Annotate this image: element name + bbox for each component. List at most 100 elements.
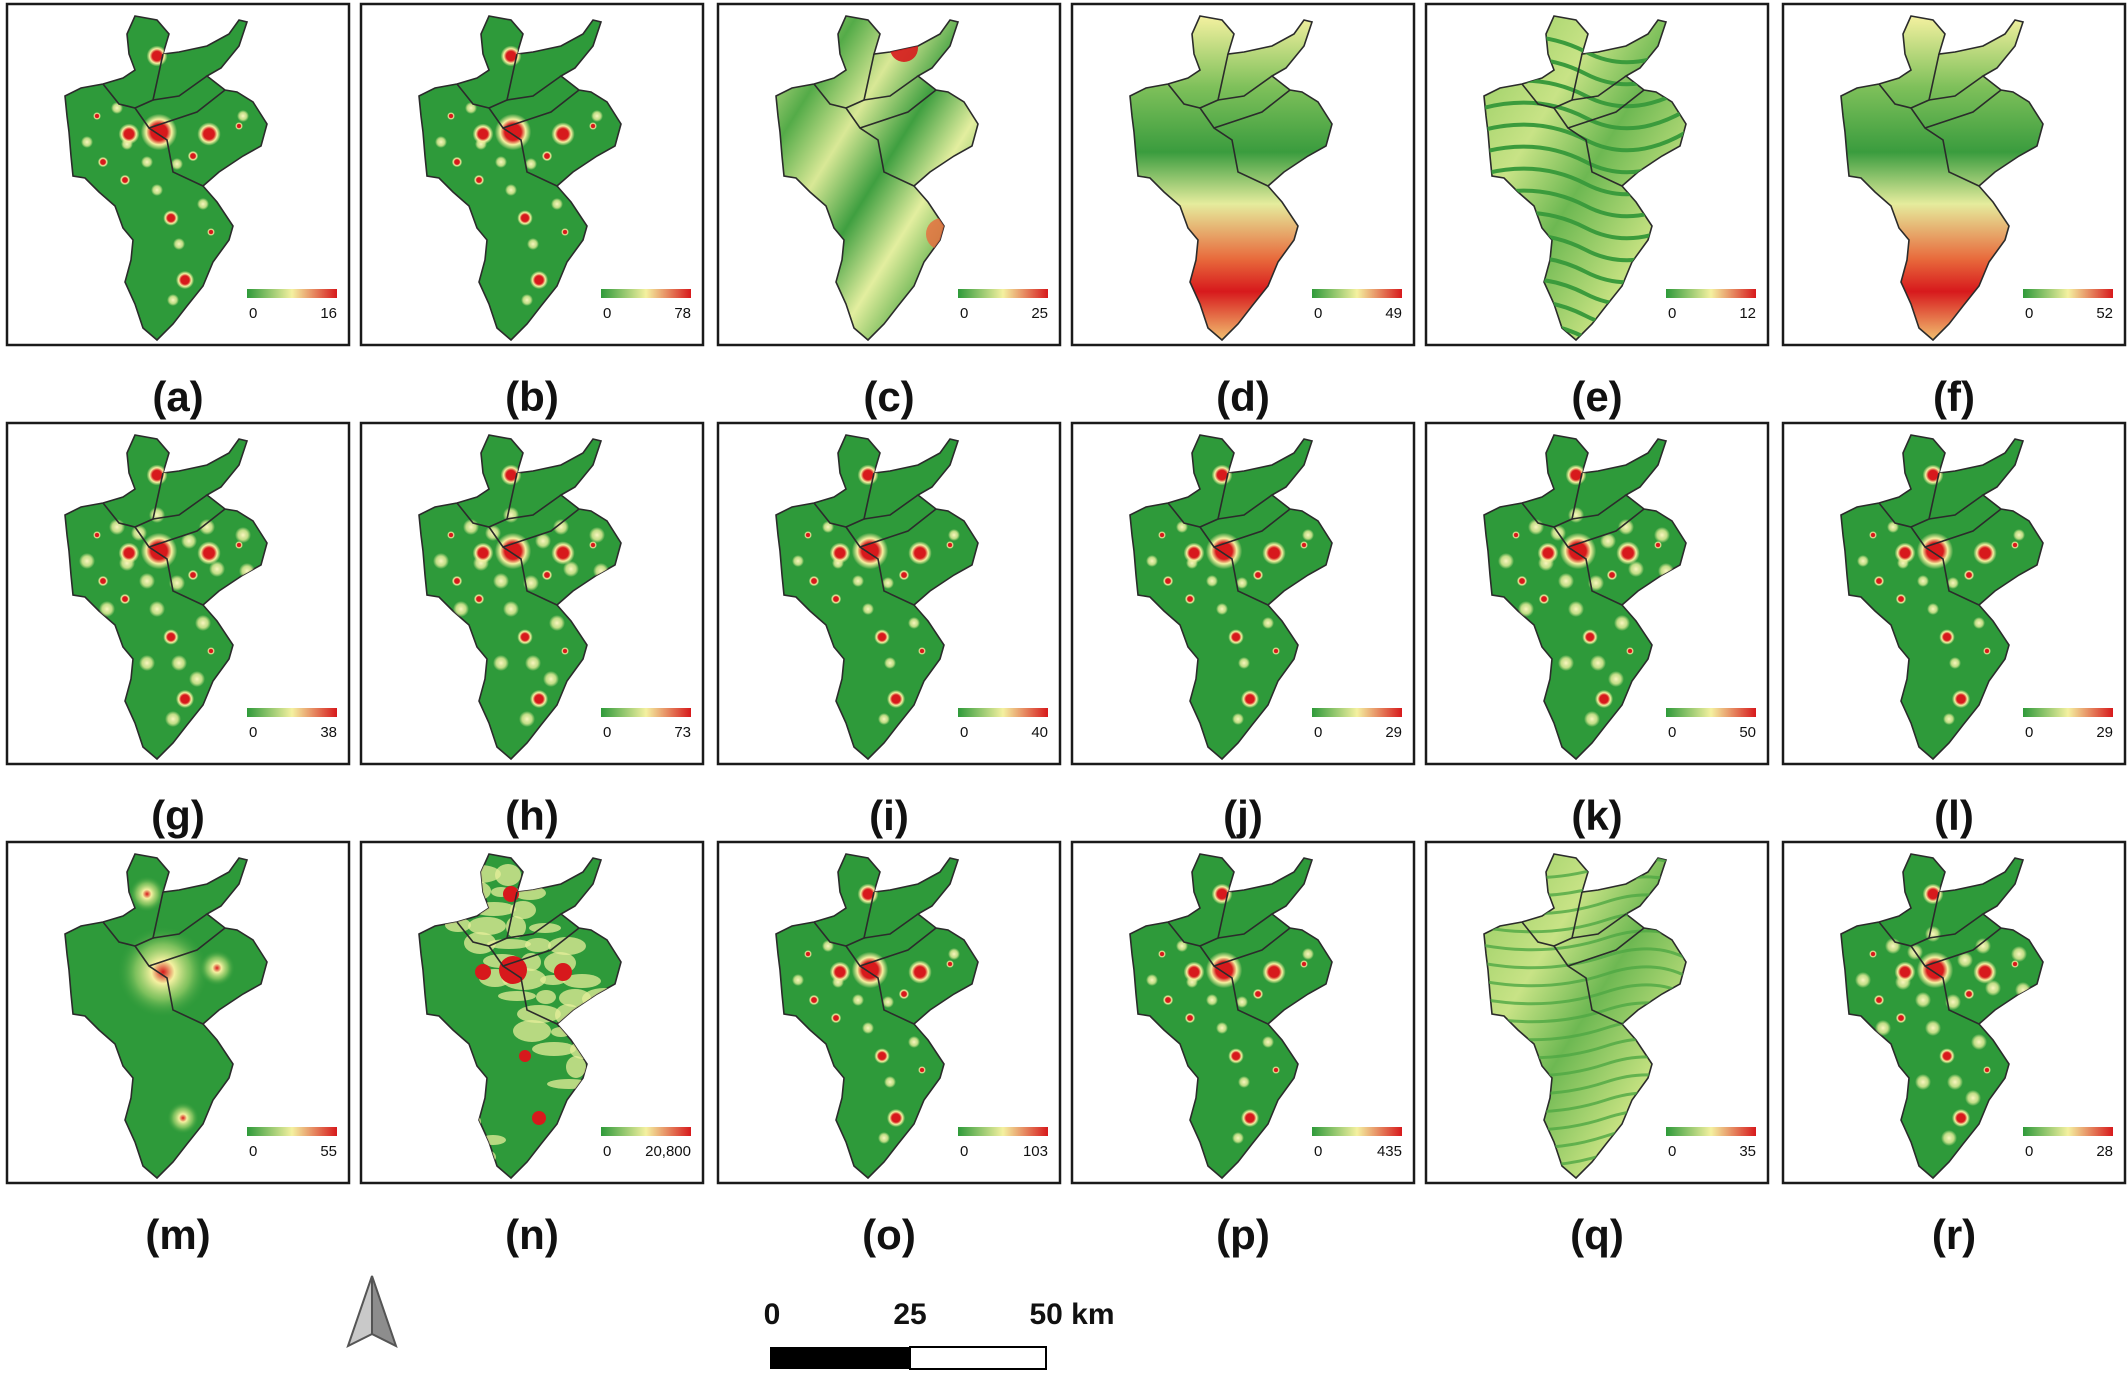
hotspot-major [529, 270, 549, 290]
legend-min-label: 0 [1314, 1143, 1322, 1160]
hotspot-major [1162, 994, 1174, 1006]
hotspot-major [163, 629, 179, 645]
legend-colorbar [1312, 1127, 1402, 1136]
hotspot-major [1983, 647, 1991, 655]
district-boundary [488, 526, 558, 606]
hotspot-major [1973, 541, 1997, 565]
map-panel: 0 16 (a) [5, 2, 351, 420]
hotspot-major [851, 951, 889, 989]
district-boundary [488, 945, 558, 1025]
district-boundary [502, 508, 580, 548]
hotspot-major [1626, 647, 1634, 655]
map-panel: 0 40 (i) [716, 421, 1062, 839]
patch [525, 938, 551, 952]
panel-label: (c) [863, 373, 914, 420]
legend-colorbar [247, 289, 337, 298]
hotspot-minor [1965, 1090, 1981, 1106]
hotspot-minor [591, 110, 603, 122]
panel-label: (m) [145, 1211, 210, 1258]
hotspot-minor [1618, 519, 1634, 535]
map-panel: 0 38 (g) [5, 421, 351, 839]
hotspot-minor [1941, 1130, 1957, 1146]
hotspot-major [829, 961, 851, 983]
district-boundary [845, 526, 915, 606]
hotspot-minor [1614, 615, 1630, 631]
map-panel: 0 35 (q) [1424, 840, 1770, 1258]
hotspot-major [97, 575, 109, 587]
hotspot-major [235, 122, 243, 130]
hotspot-minor [1857, 555, 1869, 567]
hotspot-major [1873, 994, 1885, 1006]
hotspot-minor [1975, 938, 1991, 954]
hotspot-glow [129, 876, 165, 912]
hotspot-minor [908, 617, 920, 629]
panel-label: (n) [505, 1211, 559, 1258]
hotspot-major [1538, 593, 1550, 605]
hotspot-minor [199, 519, 215, 535]
hotspot-major [1184, 593, 1196, 605]
hotspot-major [1869, 531, 1877, 539]
hotspot-minor [139, 655, 155, 671]
legend-min-label: 0 [960, 305, 968, 322]
district-boundary [1217, 75, 1273, 101]
hotspot-minor [1558, 655, 1574, 671]
hotspot-minor [81, 136, 93, 148]
district-boundary [1924, 927, 2002, 967]
district-boundary [1553, 945, 1623, 1025]
legend-colorbar [958, 708, 1048, 717]
hotspot-major [857, 464, 879, 486]
hotspot-major [500, 464, 522, 486]
hotspot-glow [167, 1102, 199, 1134]
hotspot-major [898, 569, 910, 581]
hotspot-major [886, 689, 906, 709]
district-boundary [506, 75, 562, 101]
legend-min-label: 0 [2025, 724, 2033, 741]
panel-label: (f) [1933, 373, 1975, 420]
hotspot-minor [505, 184, 517, 196]
hotspot-major [1963, 988, 1975, 1000]
hotspot-minor [852, 994, 864, 1006]
hotspot-minor [551, 198, 563, 210]
hotspot-minor [1927, 603, 1939, 615]
hotspot-minor [1600, 533, 1616, 549]
district-boundary [148, 927, 226, 967]
district-boundary [134, 526, 204, 606]
hotspot-minor [792, 974, 804, 986]
hotspot-minor [197, 198, 209, 210]
legend-max-label: 20,800 [645, 1143, 691, 1160]
hotspot-minor [493, 573, 509, 589]
hotspot-major [551, 122, 575, 146]
hotspot-minor [1971, 1034, 1987, 1050]
hotspot-major [1922, 464, 1944, 486]
hotspot-minor [1925, 926, 1941, 942]
hotspot-minor [878, 1132, 890, 1144]
hotspot-minor [1206, 994, 1218, 1006]
district-boundary [134, 945, 204, 1025]
panel-label: (p) [1216, 1211, 1270, 1258]
legend-min-label: 0 [1314, 305, 1322, 322]
district-boundary [1567, 89, 1645, 129]
district-boundary [1199, 945, 1269, 1025]
hotspot-minor [1957, 952, 1973, 968]
hotspot-minor [1498, 553, 1514, 569]
district-boundary [152, 913, 208, 939]
hotspot-minor [1216, 1022, 1228, 1034]
hotspot-major [475, 964, 491, 980]
hotspot-major [175, 270, 195, 290]
hotspot-major [1869, 950, 1877, 958]
hotspot-minor [1518, 601, 1534, 617]
hotspot-major [451, 156, 463, 168]
hotspot-minor [235, 527, 251, 543]
hotspot-major [1262, 960, 1286, 984]
panel-label: (a) [152, 373, 203, 420]
hotspot-major [851, 532, 889, 570]
hotspot-minor [495, 156, 507, 168]
hotspot-major [140, 113, 178, 151]
hotspot-minor [141, 156, 153, 168]
hotspot-minor [1232, 1132, 1244, 1144]
district-boundary [1571, 494, 1627, 520]
hotspot-minor [948, 948, 960, 960]
district-boundary [845, 107, 915, 187]
panel-label: (i) [869, 792, 909, 839]
hotspot-major [1559, 532, 1597, 570]
